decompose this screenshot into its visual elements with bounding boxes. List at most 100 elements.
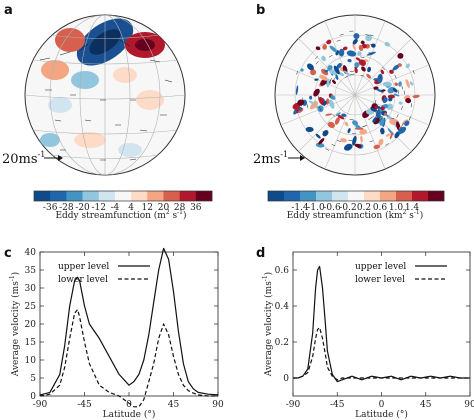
scale-arrowhead-b	[300, 155, 305, 161]
colorbar-swatch	[50, 191, 67, 201]
colorbar-frame	[33, 190, 213, 202]
eddy-patch	[367, 66, 372, 73]
x-tick-label: 90	[212, 400, 224, 410]
colorbar-swatch	[268, 191, 285, 201]
colorbar-tick-label: 0.6	[373, 203, 388, 213]
eddy-patch	[358, 59, 366, 67]
eddy-patch	[354, 67, 358, 74]
colorbar-swatch	[195, 191, 213, 201]
eddy-patch	[353, 33, 360, 39]
velocity-arrow	[374, 114, 378, 118]
colorbar-swatch	[147, 191, 164, 201]
eddy-patch	[338, 48, 345, 57]
colorbar-a	[33, 190, 213, 202]
eddy-patch	[319, 74, 328, 81]
eddy-patch	[398, 126, 407, 134]
velocity-arrow	[333, 77, 336, 81]
eddy-patch	[325, 113, 333, 116]
velocity-arrow	[368, 117, 372, 121]
scale-label-a: 20ms-1	[2, 150, 45, 167]
eddy-patch	[409, 81, 414, 86]
velocity-arrow	[370, 43, 374, 46]
eddy-patch	[326, 39, 332, 45]
colorbar-tick-label: -12	[91, 203, 106, 213]
eddy-patch	[352, 44, 356, 51]
eddy-patch	[389, 69, 394, 74]
colorbar-swatch	[364, 191, 381, 201]
eddy-patch	[332, 79, 336, 84]
eddy-patch	[335, 112, 341, 116]
eddy-patch	[405, 63, 410, 69]
eddy-patch	[405, 79, 410, 89]
colorbar-tick-label: -36	[43, 203, 58, 213]
panel-label-c: c	[4, 246, 12, 261]
eddy-patch	[355, 57, 361, 61]
eddy-patch	[317, 105, 324, 113]
eddy-patch	[354, 62, 360, 68]
eddy-patch	[305, 126, 314, 133]
eddy-patch	[322, 100, 327, 106]
eddy-patch	[405, 98, 412, 104]
colorbar-swatch	[34, 191, 51, 201]
x-tick-label: -45	[330, 400, 345, 410]
velocity-arrow	[394, 74, 397, 79]
velocity-arrow	[332, 113, 336, 118]
eddy-patch	[392, 87, 398, 93]
eddy-patch	[326, 78, 330, 88]
eddy-patch	[310, 69, 317, 76]
colorbar-b-title: Eddy streamfunction (km2 s-1)	[287, 209, 424, 221]
eddy-patch	[380, 106, 385, 111]
eddy-patch	[358, 44, 364, 52]
eddy-patch	[352, 38, 358, 45]
eddy-patch	[315, 133, 321, 139]
eddy-patch	[387, 116, 392, 120]
velocity-arrow	[329, 79, 332, 84]
colorbar-swatch	[98, 191, 116, 201]
velocity-arrow	[412, 70, 415, 74]
velocity-arrow	[325, 148, 330, 151]
eddy-patch	[370, 107, 379, 113]
eddy-patch	[337, 114, 345, 120]
colorbar-swatch	[163, 191, 180, 201]
y-tick-label: 0.6	[275, 266, 290, 276]
velocity-arrow	[410, 103, 413, 108]
eddy-patch	[378, 138, 384, 146]
velocity-arrow	[360, 56, 365, 58]
eddy-patch	[354, 143, 362, 148]
colorbar-tick-label: -0.6	[323, 203, 341, 213]
velocity-arrow	[319, 106, 322, 111]
x-tick-label: -90	[286, 400, 301, 410]
velocity-arrow	[300, 102, 302, 107]
eddy-patch	[313, 88, 320, 97]
colorbar-swatch	[316, 191, 333, 201]
velocity-arrow	[378, 74, 382, 79]
eddy-patch	[361, 43, 367, 49]
eddy-patch	[373, 144, 381, 150]
eddy-patch	[340, 138, 347, 143]
scale-arrowhead-a	[58, 155, 63, 161]
panel-label-b: b	[256, 3, 265, 18]
legend-label: lower level	[58, 275, 108, 285]
legend-label: lower level	[355, 275, 405, 285]
velocity-arrow	[336, 140, 341, 142]
colorbar-frame	[267, 190, 445, 202]
eddy-patch	[327, 121, 335, 129]
velocity-arrow	[368, 52, 373, 55]
colorbar-swatch	[179, 191, 197, 201]
velocity-arrow	[401, 123, 404, 127]
eddy-patch	[404, 120, 410, 127]
eddy-patch	[352, 135, 357, 146]
eddy-patch	[315, 142, 325, 148]
velocity-arrow	[314, 56, 319, 60]
eddy-patch	[372, 117, 378, 123]
plot-frame	[292, 251, 471, 397]
y-tick-label: 20	[25, 320, 37, 330]
velocity-arrow	[369, 140, 374, 143]
eddy-patch	[321, 55, 326, 62]
eddy-patch	[343, 143, 353, 151]
velocity-arrow	[385, 143, 389, 146]
eddy-patch	[333, 65, 340, 75]
eddy-patch	[380, 127, 385, 135]
colorbar-tick-label: -4	[111, 203, 120, 213]
